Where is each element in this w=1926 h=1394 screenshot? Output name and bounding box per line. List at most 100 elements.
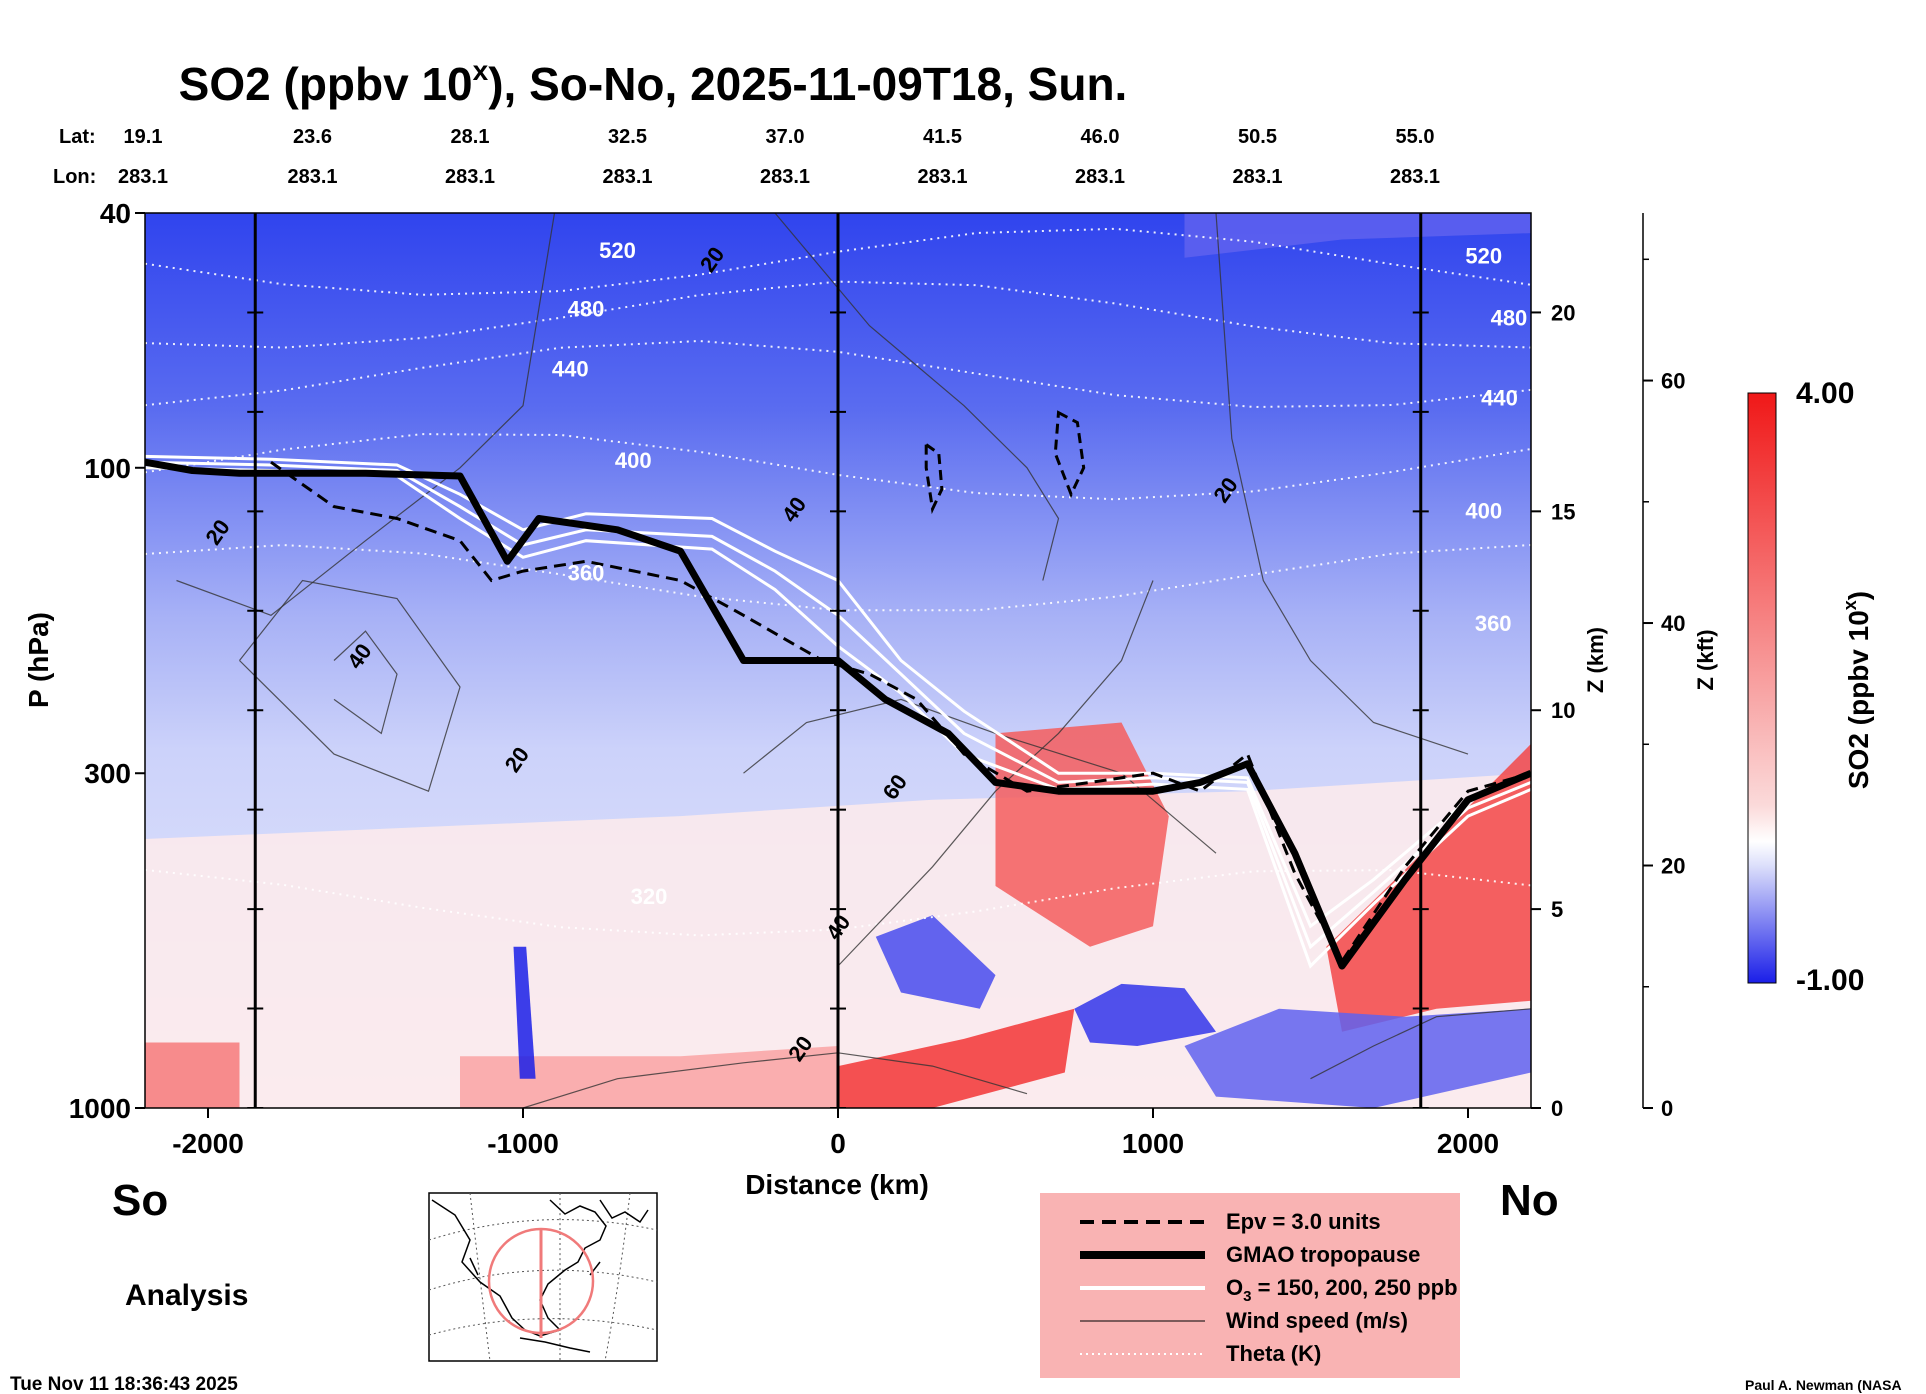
epv-line	[270, 460, 1531, 965]
theta-contour-440	[145, 339, 1531, 409]
epv-blob-0	[924, 441, 944, 515]
lat-title: Lat:	[59, 126, 96, 148]
gmao-tropopause-line	[145, 458, 1531, 970]
z-km-axis: 0 5 10 15 20	[1531, 300, 1575, 1121]
z-km-axis-label: Z (km)	[1583, 627, 1608, 693]
o3-contour-1	[145, 460, 1531, 950]
colorbar: 4.00 -1.00 SO2 (ppbv 10x)	[1747, 377, 1874, 997]
legend-item-0: Epv = 3.0 units	[1080, 1209, 1381, 1234]
legend-item-1-label: GMAO tropopause	[1226, 1242, 1420, 1267]
zkm-tick-label-3: 15	[1551, 499, 1575, 524]
lon-label-4: 283.1	[760, 166, 810, 188]
legend-item-1: GMAO tropopause	[1080, 1242, 1420, 1267]
theta-label-1: 480	[568, 296, 605, 321]
x-tick-label-3: 1000	[1122, 1128, 1184, 1159]
wind-contour-8	[1310, 1008, 1531, 1080]
lat-label-1: 23.6	[293, 126, 332, 148]
wind-contour-7	[522, 1052, 1028, 1108]
so2-region-3	[838, 1008, 1075, 1108]
so2-region-7	[1074, 983, 1216, 1046]
theta-contour-360	[145, 543, 1531, 612]
x-tick-label-2: 0	[830, 1128, 846, 1159]
lon-label-0: 283.1	[118, 166, 168, 188]
lat-label-2: 28.1	[451, 126, 490, 148]
lon-label-7: 283.1	[1232, 166, 1282, 188]
lon-label-3: 283.1	[602, 166, 652, 188]
theta-label-9: 400	[1465, 498, 1502, 523]
theta-label-5: 320	[631, 884, 668, 909]
legend: Epv = 3.0 units GMAO tropopause O3 = 150, …	[1040, 1193, 1460, 1378]
vertical-markers	[247, 213, 1429, 1108]
x-tick-label-4: 2000	[1437, 1128, 1499, 1159]
inset-locator-map	[428, 1192, 658, 1362]
tropopause-lines	[145, 410, 1531, 970]
lat-label-4: 37.0	[766, 126, 805, 148]
p-tick-label-2: 300	[84, 758, 131, 789]
theta-contour-400	[145, 433, 1531, 501]
y-axis-label: P (hPa)	[23, 612, 54, 708]
pressure-axis: 40 100 300 1000	[69, 198, 145, 1124]
wind-contour-5	[837, 580, 1154, 967]
lat-label-3: 32.5	[608, 126, 647, 148]
zkm-tick-label-0: 0	[1551, 1096, 1563, 1121]
lon-label-2: 283.1	[445, 166, 495, 188]
map-coastline	[431, 1199, 649, 1353]
legend-item-4-label: Theta (K)	[1226, 1341, 1321, 1366]
x-tick-label-0: -2000	[172, 1128, 244, 1159]
theta-label-2: 440	[552, 356, 589, 381]
theta-label-10: 360	[1475, 611, 1512, 636]
so2-region-10	[1184, 213, 1531, 258]
wind-contour-6	[1215, 213, 1469, 755]
legend-item-3: Wind speed (m/s)	[1080, 1308, 1408, 1333]
lat-label-0: 19.1	[124, 126, 163, 148]
wind-contour-2	[333, 630, 398, 735]
theta-contour-520	[145, 227, 1531, 296]
lon-label-6: 283.1	[1075, 166, 1125, 188]
zkft-tick-label-2: 40	[1661, 611, 1685, 636]
zkm-tick-label-1: 5	[1551, 897, 1563, 922]
colorbar-gradient	[1747, 392, 1777, 984]
wind-contour-4	[743, 698, 1217, 854]
so2-region-9	[513, 946, 536, 1079]
south-label: So	[112, 1176, 168, 1225]
legend-item-4: Theta (K)	[1080, 1341, 1321, 1366]
theta-label-4: 360	[568, 561, 605, 586]
lon-label-5: 283.1	[917, 166, 967, 188]
lat-label-7: 50.5	[1238, 126, 1277, 148]
so2-region-5	[460, 1046, 838, 1108]
z-kft-axis: 0 20 40 60	[1642, 213, 1685, 1121]
theta-contour-480	[145, 280, 1531, 349]
theta-label-6: 520	[1465, 244, 1502, 269]
chart-title: SO2 (ppbv 10x), So-No, 2025-11-09T18, Su…	[179, 55, 1128, 110]
zkm-tick-label-2: 10	[1551, 698, 1575, 723]
lon-label-1: 283.1	[287, 166, 337, 188]
lat-label-5: 41.5	[923, 126, 962, 148]
legend-item-2: O3 = 150, 200, 250 ppb	[1080, 1275, 1458, 1305]
so2-region-8	[1184, 1008, 1531, 1108]
theta-label-3: 400	[615, 448, 652, 473]
theta-label-7: 480	[1491, 306, 1528, 331]
theta-label-8: 440	[1481, 386, 1518, 411]
x-axis-label: Distance (km)	[745, 1169, 929, 1200]
z-kft-axis-label: Z (kft)	[1693, 629, 1718, 690]
x-tick-label-1: -1000	[487, 1128, 559, 1159]
colorbar-max-label: 4.00	[1796, 377, 1854, 410]
so2-region-6	[875, 915, 996, 1009]
o3-contour-2	[145, 466, 1531, 969]
plot-area: 5204804404003603205204804404003602020402…	[145, 213, 1531, 1108]
colorbar-title: SO2 (ppbv 10x)	[1840, 591, 1874, 789]
x-axis: -2000 -1000 0 1000 2000	[172, 1108, 1499, 1159]
lon-label-8: 283.1	[1390, 166, 1440, 188]
lat-lon-header: Lat: Lon: 19.1 283.1 23.6 283.1 28.1 283.1 32.…	[53, 126, 1440, 188]
wind-contour-3	[774, 213, 1060, 581]
wind-contour-1	[239, 579, 461, 792]
lat-label-6: 46.0	[1081, 126, 1120, 148]
so2-region-2	[1326, 743, 1531, 1032]
so2-region-4	[145, 1042, 240, 1108]
p-tick-label-3: 1000	[69, 1093, 131, 1124]
theta-label-0: 520	[599, 238, 636, 263]
credit: Paul A. Newman (NASA	[1745, 1377, 1902, 1393]
legend-item-3-label: Wind speed (m/s)	[1226, 1308, 1408, 1333]
legend-item-2-label: O3 = 150, 200, 250 ppb	[1226, 1275, 1458, 1305]
